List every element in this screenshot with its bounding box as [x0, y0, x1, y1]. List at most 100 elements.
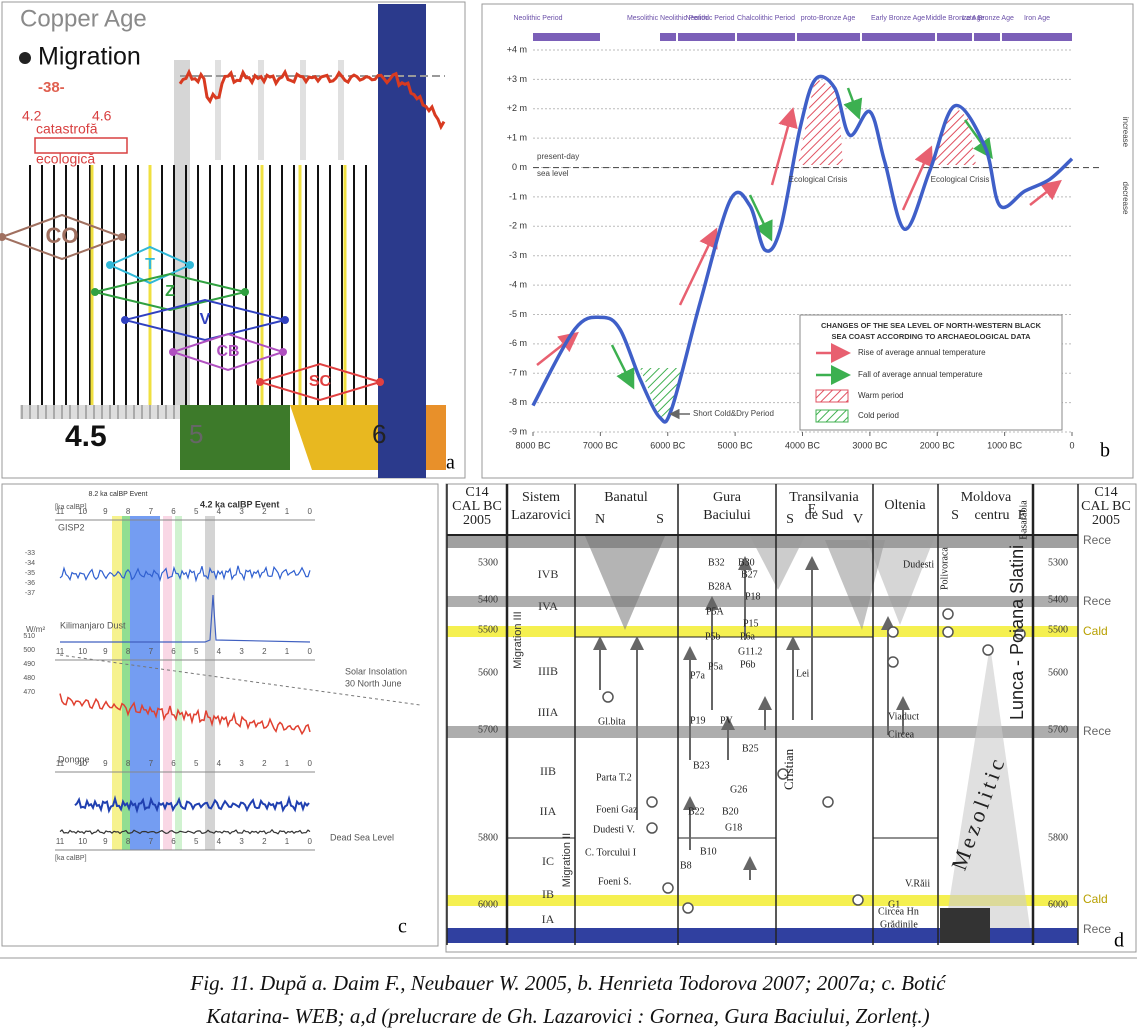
panel-frame	[1, 483, 439, 947]
kilimanjaro-curve	[60, 594, 311, 643]
trend-arrow	[843, 87, 863, 120]
group-dot	[256, 378, 264, 386]
legend-swatch	[815, 409, 849, 423]
group-dot	[0, 233, 6, 241]
period-label: proto-Bronze Age	[801, 15, 856, 22]
period-label: Early Bronze Age	[871, 15, 925, 22]
site-label: P7a	[690, 670, 706, 681]
site-label: P18	[745, 591, 761, 602]
y-tick-label: -7 m	[509, 368, 527, 378]
site-label: P6b	[740, 659, 756, 670]
phase-label: IIB	[540, 764, 556, 778]
axis-label: 3	[239, 759, 244, 768]
climate-label: Rece	[1083, 594, 1111, 608]
site-label: G1	[888, 899, 900, 910]
tick-label: -35	[25, 570, 35, 577]
period-label: Mesolithic Neolithic Period	[627, 15, 709, 22]
legend-item: Fall of average annual temperature	[858, 370, 983, 379]
x-tick-label: 6000 BC	[650, 440, 686, 450]
axis-label: 6	[372, 419, 386, 449]
header-label: Sistem	[522, 490, 560, 505]
y-tick-label: -1 m	[509, 191, 527, 201]
phase-label: IIIB	[538, 664, 558, 678]
year-label: 5600	[1048, 667, 1068, 678]
axis-label: 10	[78, 837, 87, 846]
axis-label: 2	[262, 759, 267, 768]
site-label: B27	[741, 569, 758, 580]
axis-label: 2	[262, 837, 267, 846]
y-tick-label: +3 m	[507, 74, 527, 84]
header-label: S	[951, 508, 959, 523]
period-bar	[937, 33, 972, 41]
site-circle	[887, 626, 899, 638]
site-label: Cristian	[781, 748, 796, 790]
site-label: Circea	[888, 729, 915, 740]
trend-arrow	[1029, 179, 1062, 206]
header-label: S	[656, 512, 664, 527]
group-dot	[281, 316, 289, 324]
site-label: Foeni S.	[598, 876, 631, 887]
axis-label: 9	[103, 647, 108, 656]
site-label: Circea Hn	[878, 906, 919, 917]
site-label: P5A	[706, 606, 725, 617]
year-label: 5800	[478, 832, 498, 843]
axis-label: 7	[149, 837, 154, 846]
axis-label: 4	[217, 759, 222, 768]
band-rece	[447, 596, 1078, 607]
x-tick-label: 3000 BC	[852, 440, 888, 450]
legend-item: Warm period	[858, 391, 904, 400]
axis-label: 3	[239, 647, 244, 656]
marker-label: -38-	[38, 79, 65, 96]
axis-label: 9	[103, 507, 108, 516]
record-label: 30 North June	[345, 678, 402, 688]
period-bar	[797, 33, 860, 41]
site-circle	[646, 796, 658, 808]
site-label: Grădinile	[880, 919, 918, 930]
axis-label: 6	[171, 507, 176, 516]
event-band	[175, 516, 182, 850]
axis-label: 1	[285, 507, 290, 516]
axis-label: 5	[189, 419, 203, 449]
header-label: V	[853, 512, 863, 527]
axis-label: 1	[285, 647, 290, 656]
sea-level-curve	[531, 74, 1074, 424]
caption-line: Katarina- WEB; a,d (prelucrare de Gh. La…	[205, 1004, 929, 1028]
axis-label: 10	[78, 647, 87, 656]
event-label: 4.2 ka calBP Event	[200, 499, 279, 509]
header-label: CAL BC	[1081, 499, 1131, 514]
header-label: centru	[975, 508, 1010, 523]
note-label: ecologică	[36, 151, 95, 167]
axis-label: 11	[56, 507, 65, 516]
dark-block	[940, 908, 990, 943]
y-tick-label: +2 m	[507, 103, 527, 113]
group-dot	[186, 261, 194, 269]
annotation: Ecological Crisis	[931, 175, 990, 184]
site-label: B23	[693, 760, 710, 771]
period-label: Chalcolithic Period	[737, 15, 795, 22]
header-label: Moldova	[961, 490, 1012, 505]
site-label: Viaduct	[888, 711, 919, 722]
site-circle	[777, 768, 789, 780]
axis-label: 5	[194, 759, 199, 768]
scale-strip	[20, 405, 180, 419]
x-tick-label: 7000 BC	[583, 440, 619, 450]
site-label: G18	[725, 822, 742, 833]
group-dot	[91, 288, 99, 296]
annotation: sea level	[537, 169, 569, 178]
x-tick-label: 1000 BC	[987, 440, 1023, 450]
band-cald	[447, 895, 1078, 906]
green-block	[180, 405, 290, 470]
axis-label: 8	[126, 647, 131, 656]
triangle	[750, 536, 805, 590]
x-tick-label: 0	[1069, 440, 1074, 450]
phase-label: IA	[542, 912, 555, 926]
period-label: Middle Bronze Age	[926, 15, 985, 22]
record-label: Dongge	[58, 754, 90, 764]
site-label: Dudesti V.	[593, 824, 635, 835]
period-label: Late Bronze Age	[962, 15, 1014, 22]
year-label: 6000	[478, 899, 498, 910]
header-label: S	[786, 512, 794, 527]
dead-sea-curve	[59, 828, 311, 835]
period-label: Neolithic Period	[513, 15, 562, 22]
annotation: Short Cold&Dry Period	[693, 409, 774, 418]
